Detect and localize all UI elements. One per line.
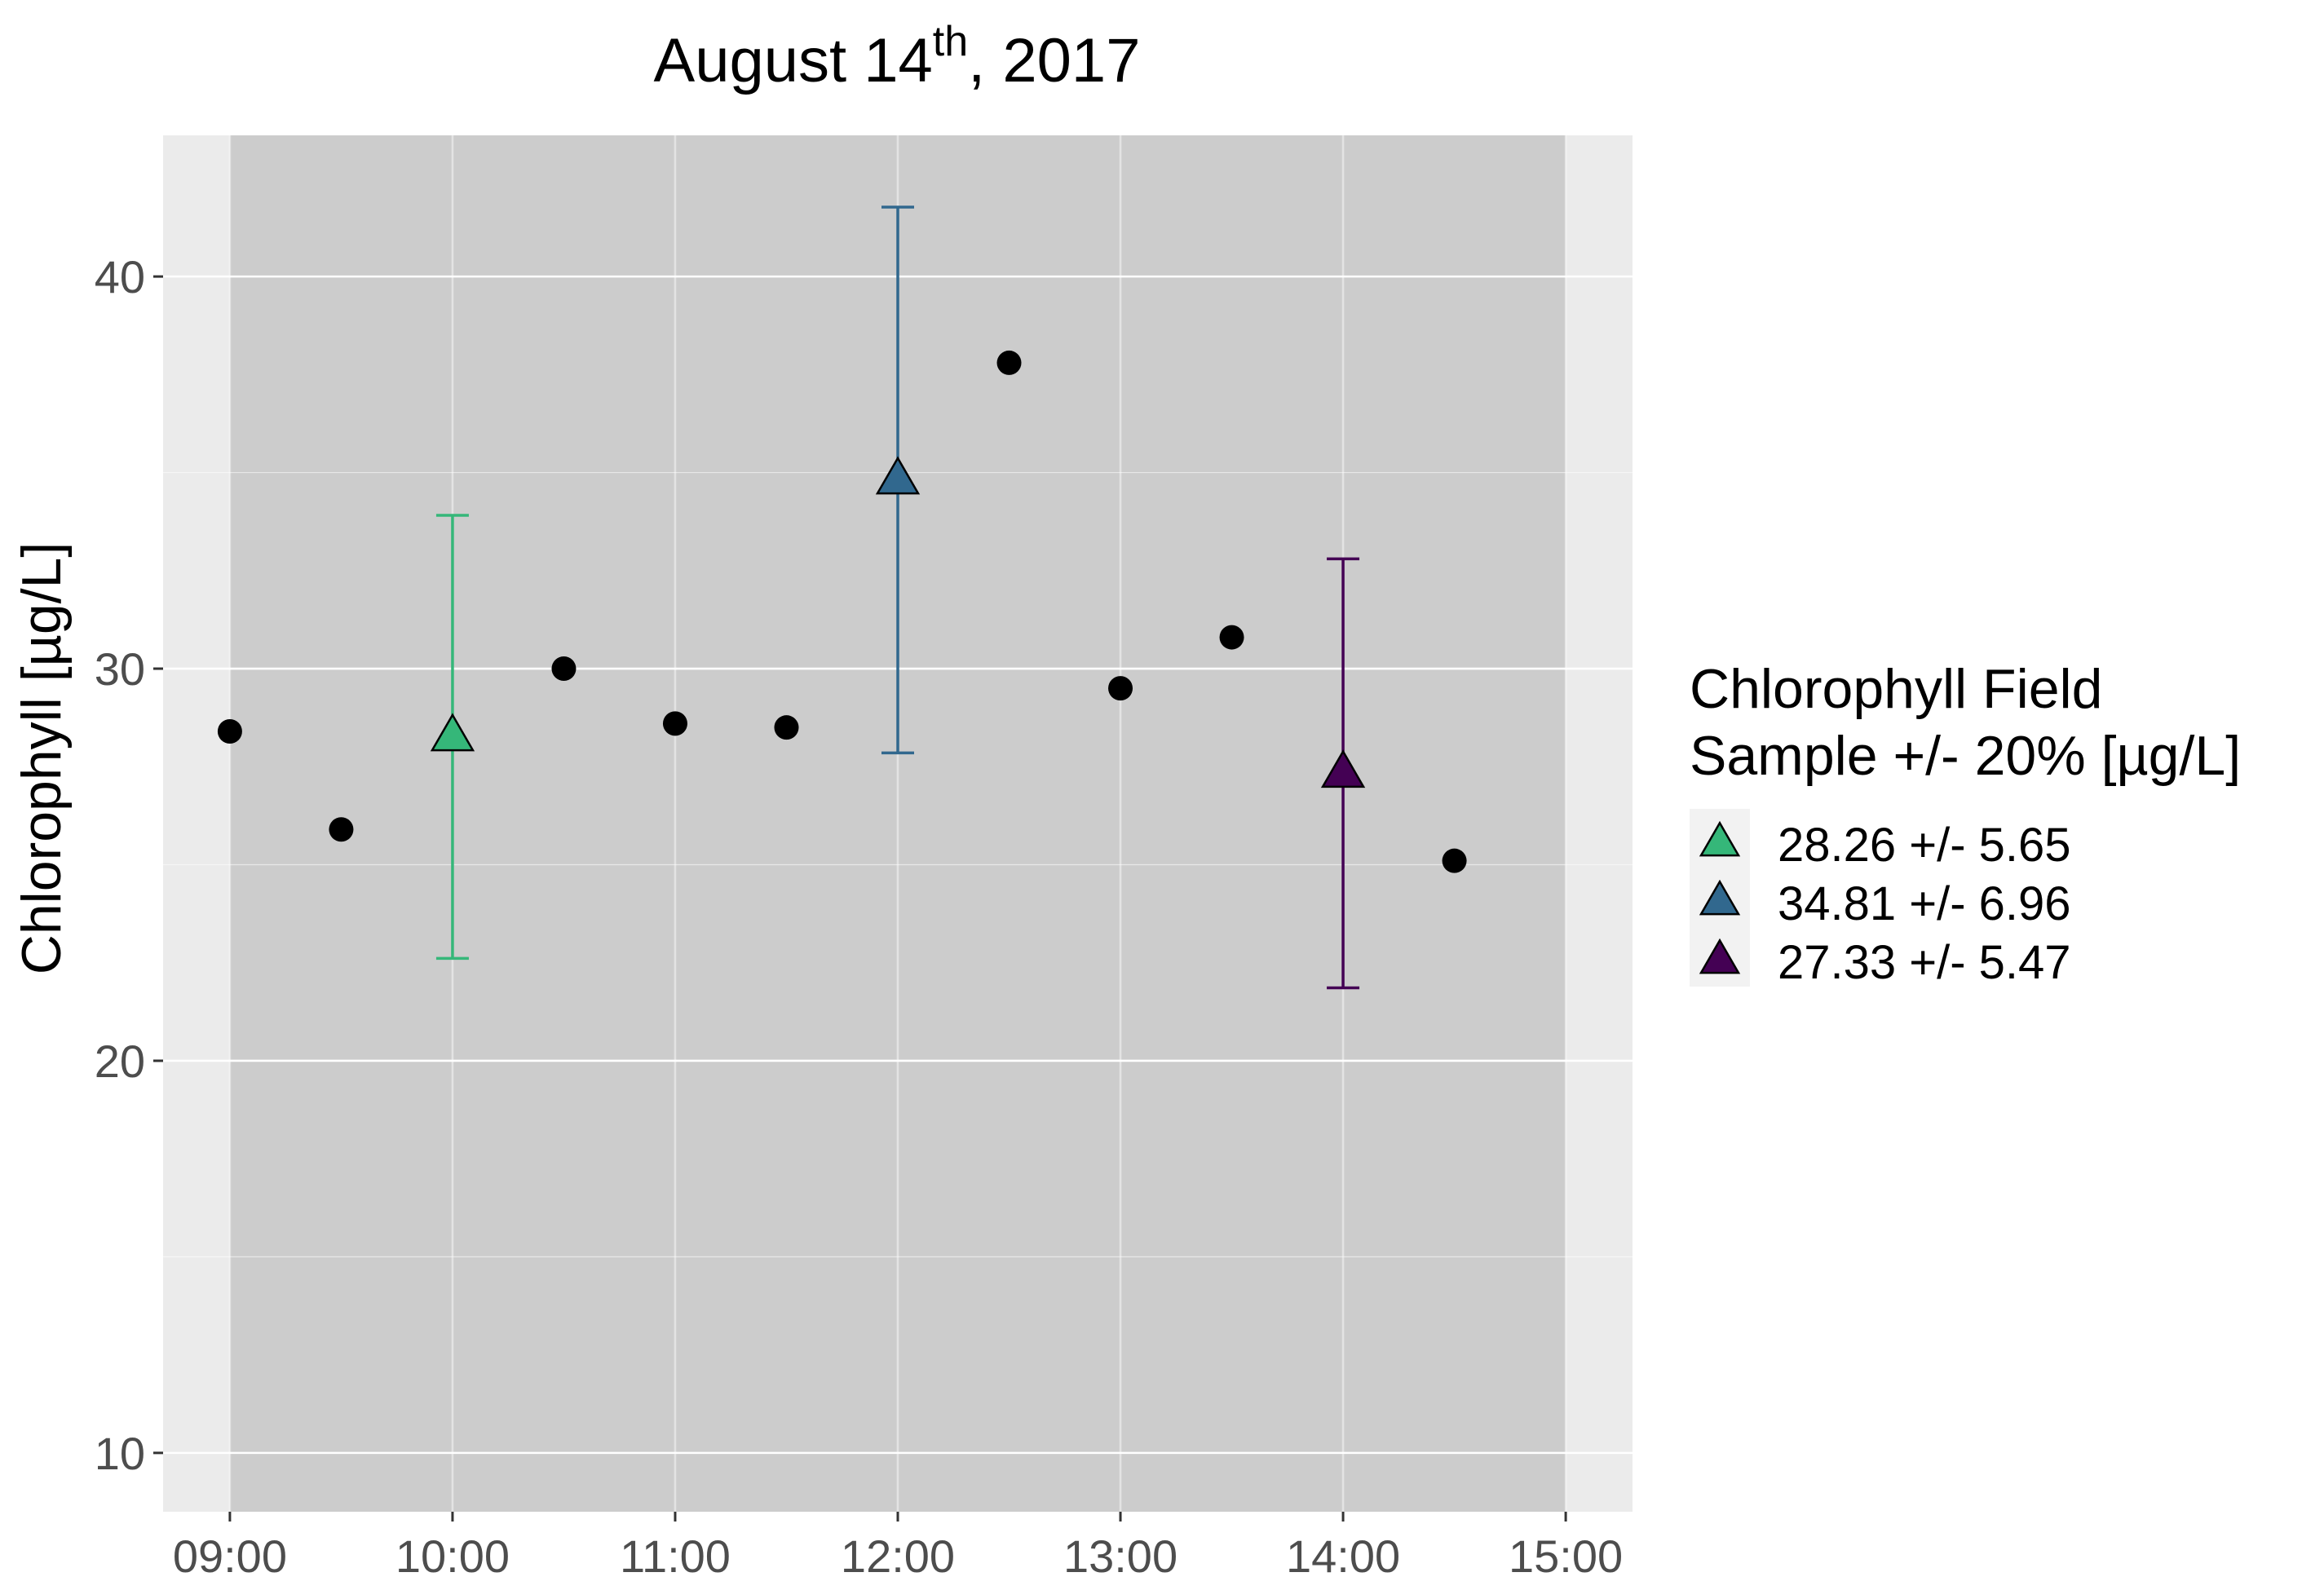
data-point <box>1108 676 1133 701</box>
field-sample-triangle <box>875 456 921 495</box>
legend-entry-label: 34.81 +/- 6.96 <box>1778 877 2071 930</box>
legend: Chlorophyll Field Sample +/- 20% [µg/L] … <box>1690 658 2241 989</box>
field-sample <box>875 205 921 755</box>
field-sample <box>430 514 475 961</box>
chart-title: August 14th, 2017 <box>654 18 1141 95</box>
legend-key-triangle <box>1699 938 1741 974</box>
data-point <box>329 817 354 842</box>
legend-key-triangle <box>1699 879 1741 916</box>
legend-key-triangle <box>1699 820 1741 857</box>
x-tick-label: 13:00 <box>1063 1530 1177 1582</box>
y-axis-label: Chlorophyll [µg/L] <box>11 542 73 975</box>
data-point <box>1442 848 1467 873</box>
y-tick-label: 40 <box>95 251 145 303</box>
x-tick-label: 15:00 <box>1509 1530 1623 1582</box>
y-tick-label: 20 <box>95 1036 145 1087</box>
x-axis: 09:00 10:00 11:00 12:00 13:00 14:00 15:00 <box>173 1512 1623 1582</box>
y-tick-label: 10 <box>95 1428 145 1479</box>
y-axis: 10 20 30 40 <box>95 251 163 1479</box>
data-point <box>662 711 687 736</box>
data-point <box>996 350 1022 375</box>
data-point <box>551 656 577 682</box>
legend-entry-label: 28.26 +/- 5.65 <box>1778 819 2071 872</box>
legend-title-line-1: Chlorophyll Field <box>1690 658 2102 720</box>
x-tick-label: 12:00 <box>841 1530 955 1582</box>
x-tick-label: 14:00 <box>1286 1530 1400 1582</box>
legend-entry-label: 27.33 +/- 5.47 <box>1778 936 2071 989</box>
data-point <box>774 715 799 740</box>
chart-title-superscript: th <box>933 18 968 65</box>
field-sample-triangle <box>1320 749 1366 788</box>
field-sample-triangle <box>430 713 475 752</box>
y-tick-label: 30 <box>95 643 145 695</box>
x-tick-label: 10:00 <box>395 1530 510 1582</box>
x-tick-label: 09:00 <box>173 1530 287 1582</box>
legend-title-line-2: Sample +/- 20% [µg/L] <box>1690 725 2241 787</box>
field-sample <box>1320 557 1366 990</box>
data-point <box>1219 625 1244 650</box>
data-point <box>217 718 242 744</box>
data-layer <box>217 205 1467 990</box>
x-tick-label: 11:00 <box>620 1530 731 1582</box>
chart-title-suffix: , 2017 <box>968 26 1140 95</box>
